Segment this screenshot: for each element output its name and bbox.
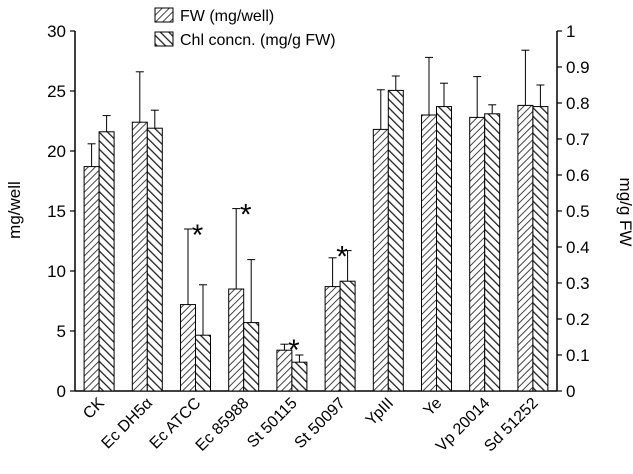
legend: FW (mg/well) Chl concn. (mg/g FW) <box>154 7 336 49</box>
significance-star: * <box>192 219 204 252</box>
bar-fw <box>180 304 196 392</box>
bar-fw <box>517 104 534 392</box>
left-tick-label: 25 <box>47 82 66 101</box>
right-tick-label: 0.1 <box>566 346 590 365</box>
bar-chl <box>146 127 163 392</box>
right-tick-label: 0.8 <box>566 94 590 113</box>
category-label: Ec 85988 <box>193 395 253 455</box>
bar-chl <box>195 334 211 392</box>
bar-fw <box>83 166 100 392</box>
right-tick-label: 0.5 <box>566 202 590 221</box>
right-tick-label: 0.6 <box>566 166 590 185</box>
bar-fw <box>372 128 389 392</box>
bar-chl <box>484 113 501 392</box>
left-tick-label: 15 <box>47 202 66 221</box>
category-label: CK <box>80 395 108 423</box>
left-axis-ticks: 0 5 10 15 20 25 30 <box>47 22 75 401</box>
bar-chl <box>243 322 260 392</box>
bar-fw <box>324 286 341 392</box>
significance-star: * <box>288 334 300 367</box>
right-tick-label: 1 <box>566 22 575 41</box>
legend-label-fw: FW (mg/well) <box>180 8 274 25</box>
bar-fw <box>469 116 486 392</box>
bar-chl <box>436 106 452 392</box>
bar-chl <box>532 106 549 392</box>
left-tick-label: 30 <box>47 22 66 41</box>
bar-fw <box>131 121 148 392</box>
significance-markers: * * * * <box>192 199 349 368</box>
legend-swatch-fw <box>154 7 174 23</box>
right-tick-label: 0.4 <box>566 238 590 257</box>
category-label: YpIII <box>363 395 397 429</box>
legend-label-chl: Chl concn. (mg/g FW) <box>180 32 336 49</box>
significance-star: * <box>240 199 252 232</box>
category-label: St 50097 <box>292 395 349 452</box>
legend-swatch-chl <box>154 31 174 47</box>
bar-fw <box>421 114 437 392</box>
bar-chl <box>387 89 404 392</box>
bar-chl <box>98 131 115 392</box>
right-tick-label: 0.7 <box>566 130 590 149</box>
category-label: St 50115 <box>244 395 301 452</box>
left-tick-label: 5 <box>57 322 66 341</box>
bar-fw <box>228 288 245 392</box>
right-axis-title: mg/g FW <box>616 178 633 247</box>
category-label: Ec DH5α <box>99 395 157 453</box>
bars <box>83 49 549 392</box>
left-axis-title: mg/well <box>5 181 24 239</box>
left-tick-label: 20 <box>47 142 66 161</box>
right-tick-label: 0.3 <box>566 274 590 293</box>
right-tick-label: 0 <box>566 382 575 401</box>
left-tick-label: 10 <box>47 262 66 281</box>
bar-chl <box>339 280 356 392</box>
right-tick-label: 0.2 <box>566 310 590 329</box>
category-label: Ye <box>421 395 446 420</box>
right-tick-label: 0.9 <box>566 58 590 77</box>
right-axis-ticks: 0 0.1 0.2 0.3 0.4 0.5 0.6 0.7 0.8 0.9 1 <box>557 22 590 401</box>
left-tick-label: 0 <box>57 382 66 401</box>
significance-star: * <box>336 241 348 274</box>
